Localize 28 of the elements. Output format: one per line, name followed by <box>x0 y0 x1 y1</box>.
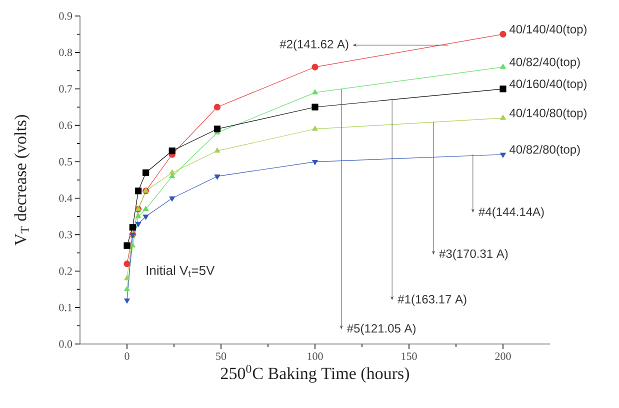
y-tick-label: 0.6 <box>59 122 72 130</box>
y-axis-title: V$_{T}$ decrease (volts) <box>14 115 30 246</box>
y-tick-label: 0.3 <box>59 230 72 238</box>
x-tick-label: 200 <box>495 352 511 360</box>
annotation: #3(170.31 A) <box>439 249 508 260</box>
x-tick-label: 0 <box>124 352 130 360</box>
annotation: #2(141.62 A) <box>280 40 348 51</box>
annotation: #5(121.05 A) <box>346 324 416 336</box>
x-axis-title: 250$^{0}$C Baking Time (hours) <box>220 364 410 383</box>
annotation: #4(144.14A) <box>478 207 544 218</box>
x-tick-label: 150 <box>402 352 417 360</box>
y-tick-label: 0.5 <box>59 158 72 166</box>
annotation: Initial V$_{t}$=5V <box>146 265 215 277</box>
y-tick-label: 0.2 <box>59 267 72 275</box>
x-tick-label: 50 <box>216 352 226 360</box>
x-tick-label: 100 <box>308 352 323 360</box>
y-tick-label: 0.4 <box>59 194 72 202</box>
series-label: 40/140/80(top) <box>509 108 586 120</box>
y-tick-label: 0.9 <box>59 12 72 20</box>
series-label: 40/82/80(top) <box>509 144 580 156</box>
y-tick-label: 0.8 <box>59 48 72 56</box>
series-label: 40/82/40(top) <box>509 57 580 69</box>
series-label: 40/160/40(top) <box>509 79 586 90</box>
y-tick-label: 0.7 <box>59 85 72 93</box>
y-tick-label: 0.1 <box>59 304 72 312</box>
annotation: #1(163.17 A) <box>398 294 466 306</box>
series-label: 40/140/40(top) <box>509 24 586 36</box>
y-tick-label: 0.0 <box>59 340 72 348</box>
